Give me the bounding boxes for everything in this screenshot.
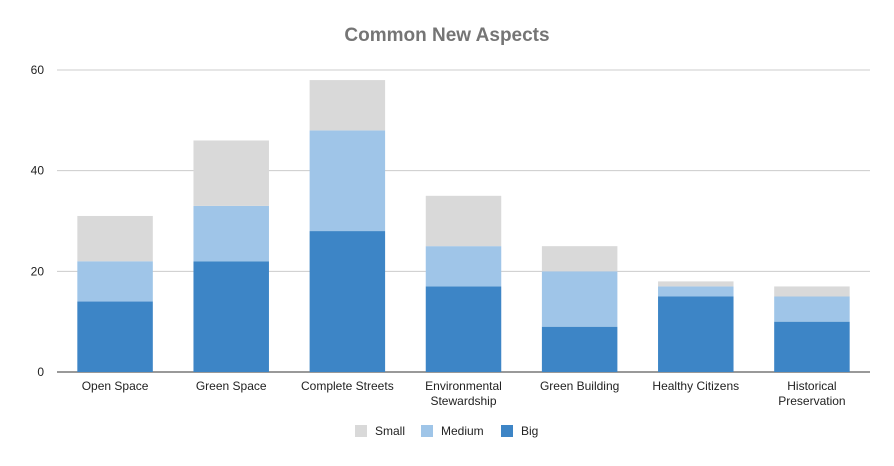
bar-segment-medium (77, 261, 153, 302)
bars (77, 80, 850, 372)
bar-segment-medium (425, 246, 502, 287)
bar-segment-medium (541, 271, 618, 327)
bar-segment-small (193, 140, 269, 206)
legend-label-small: Small (375, 424, 405, 438)
x-tick-label: Complete Streets (301, 379, 394, 393)
y-tick-label: 0 (37, 365, 44, 379)
x-tick-label: Healthy Citizens (652, 379, 739, 393)
bar-segment-medium (309, 130, 386, 232)
bar-segment-small (309, 80, 386, 131)
chart-title: Common New Aspects (344, 25, 549, 46)
x-tick-label: Green Building (540, 379, 619, 393)
x-tick-label: Open Space (82, 379, 149, 393)
bar-segment-medium (193, 205, 269, 262)
legend-label-medium: Medium (441, 424, 484, 438)
y-axis-ticks: 0 20 40 60 (31, 63, 45, 379)
bar-segment-big (658, 296, 734, 372)
bar-segment-big (541, 326, 618, 372)
y-tick-label: 40 (31, 164, 45, 178)
bar-segment-big (193, 261, 269, 372)
legend-swatch-big (501, 425, 513, 437)
bar-segment-big (77, 301, 153, 372)
bar-segment-small (774, 286, 850, 297)
y-tick-label: 20 (31, 264, 45, 278)
bar-segment-medium (774, 296, 850, 322)
x-axis-ticks: Open Space Green Space Complete Streets Env… (82, 379, 846, 408)
x-tick-label: Historical Preservation (778, 379, 845, 408)
bar-segment-medium (658, 286, 734, 297)
x-tick-label: Environmental Stewardship (425, 379, 502, 408)
bar-segment-small (77, 215, 153, 262)
bar-segment-big (309, 231, 386, 372)
bar-segment-small (658, 281, 734, 287)
legend: Small Medium Big (355, 424, 538, 438)
bar-segment-small (425, 195, 502, 247)
legend-swatch-small (355, 425, 367, 437)
bar-segment-big (774, 321, 850, 372)
y-tick-label: 60 (31, 63, 45, 77)
x-tick-label: Green Space (196, 379, 267, 393)
legend-swatch-medium (421, 425, 433, 437)
bar-segment-small (541, 246, 618, 272)
bar-segment-big (425, 286, 502, 372)
legend-label-big: Big (521, 424, 538, 438)
